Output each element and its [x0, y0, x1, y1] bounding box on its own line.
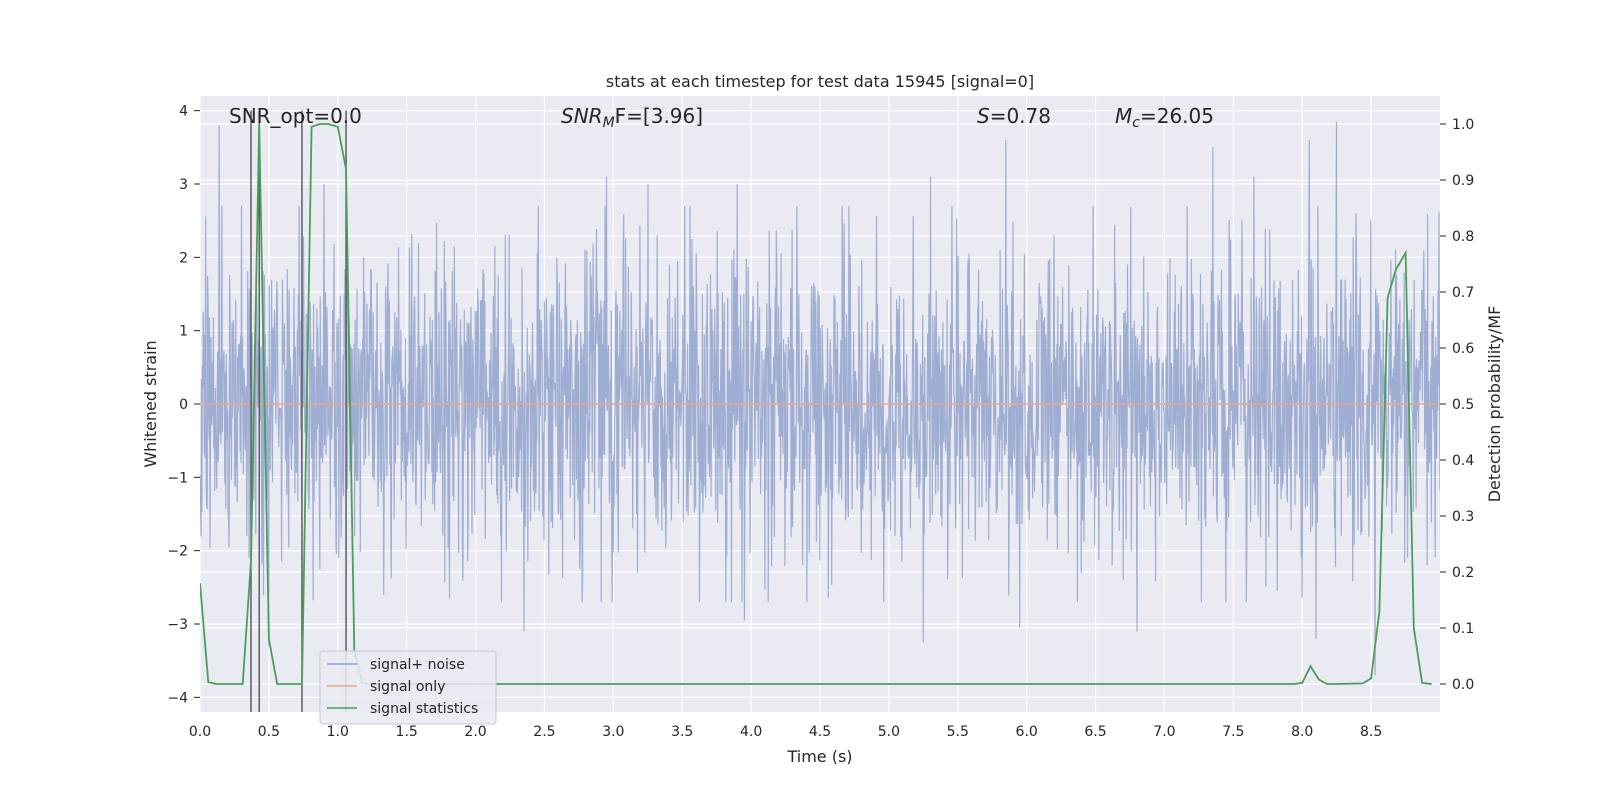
- x-tick-label: 5.5: [947, 724, 969, 740]
- y-left-tick-label: 4: [179, 104, 188, 120]
- annotation-snr-mf: SNRMF=[3.96]: [561, 104, 703, 131]
- y-left-tick-label: −2: [167, 544, 188, 560]
- y-right-tick-label: 0.8: [1452, 229, 1474, 245]
- annotation-snr-mf-base: SNR: [561, 104, 603, 128]
- y-right-tick-label: 1.0: [1452, 117, 1474, 133]
- y-left-tick-label: 0: [179, 397, 188, 413]
- x-tick-label: 7.0: [1153, 724, 1175, 740]
- y-left-tick-label: −3: [167, 617, 188, 633]
- series-signal-noise: [200, 121, 1440, 676]
- y-right-tick-label: 0.2: [1452, 565, 1474, 581]
- y-right-tick-label: 0.4: [1452, 453, 1474, 469]
- legend: signal+ noise signal only signal statist…: [319, 650, 497, 725]
- annotation-s: S=0.78: [977, 104, 1051, 128]
- x-axis-label: Time (s): [786, 747, 852, 766]
- y-left-tick-labels: −4 −3 −2 −1 0 1 2 3 4: [167, 104, 200, 706]
- y-left-tick-label: −1: [167, 470, 188, 486]
- y-right-tick-label: 0.3: [1452, 509, 1474, 525]
- y-right-tick-labels: 0.0 0.1 0.2 0.3 0.4 0.5 0.6 0.7 0.8 0.9 1.0: [1440, 117, 1474, 693]
- annotation-snr-opt: SNR_opt=0.0: [229, 104, 362, 128]
- x-tick-label: 4.5: [809, 724, 831, 740]
- y-right-axis-label: Detection probability/MF: [1485, 306, 1504, 503]
- y-right-tick-label: 0.9: [1452, 173, 1474, 189]
- annotation-mc-sub: c: [1132, 115, 1140, 131]
- annotation-mc-base: M: [1115, 104, 1132, 128]
- y-right-tick-label: 0.6: [1452, 341, 1474, 357]
- x-tick-label: 2.5: [533, 724, 555, 740]
- y-left-axis-label: Whitened strain: [141, 340, 160, 467]
- chart-title: stats at each timestep for test data 159…: [606, 72, 1034, 91]
- x-tick-label: 1.5: [396, 724, 418, 740]
- x-tick-label: 6.0: [1016, 724, 1038, 740]
- x-tick-label: 0.0: [189, 724, 211, 740]
- annotation-s-rest: =0.78: [990, 104, 1051, 128]
- annotation-snr-mf-rest: F=[3.96]: [615, 104, 703, 128]
- y-left-tick-label: 1: [179, 324, 188, 340]
- y-right-tick-label: 0.5: [1452, 397, 1474, 413]
- legend-label-signal-noise: signal+ noise: [370, 657, 465, 673]
- x-tick-labels: 0.0 0.5 1.0 1.5 2.0 2.5 3.0 3.5 4.0 4.5 5.0 5.5 6.0 6…: [189, 724, 1382, 740]
- y-right-tick-label: 0.0: [1452, 677, 1474, 693]
- x-tick-label: 6.5: [1084, 724, 1106, 740]
- x-tick-label: 2.0: [464, 724, 486, 740]
- annotation-s-base: S: [977, 104, 990, 128]
- y-right-tick-label: 0.7: [1452, 285, 1474, 301]
- legend-label-signal-only: signal only: [370, 679, 445, 695]
- x-tick-label: 0.5: [258, 724, 280, 740]
- x-tick-label: 5.0: [878, 724, 900, 740]
- x-tick-label: 3.5: [671, 724, 693, 740]
- y-right-tick-label: 0.1: [1452, 621, 1474, 637]
- x-tick-label: 8.0: [1291, 724, 1313, 740]
- legend-box: [319, 650, 497, 725]
- x-tick-label: 7.5: [1222, 724, 1244, 740]
- annotation-snr-mf-sub: M: [603, 115, 615, 131]
- y-left-tick-label: 3: [179, 177, 188, 193]
- legend-label-signal-statistics: signal statistics: [370, 701, 478, 717]
- y-left-tick-label: 2: [179, 250, 188, 266]
- x-tick-label: 3.0: [602, 724, 624, 740]
- x-tick-label: 1.0: [327, 724, 349, 740]
- annotation-mc-rest: =26.05: [1140, 104, 1214, 128]
- vertical-markers: [250, 110, 347, 712]
- y-left-tick-label: −4: [167, 690, 188, 706]
- x-tick-label: 8.5: [1360, 724, 1382, 740]
- x-tick-label: 4.0: [740, 724, 762, 740]
- annotation-mc: Mc=26.05: [1115, 104, 1214, 131]
